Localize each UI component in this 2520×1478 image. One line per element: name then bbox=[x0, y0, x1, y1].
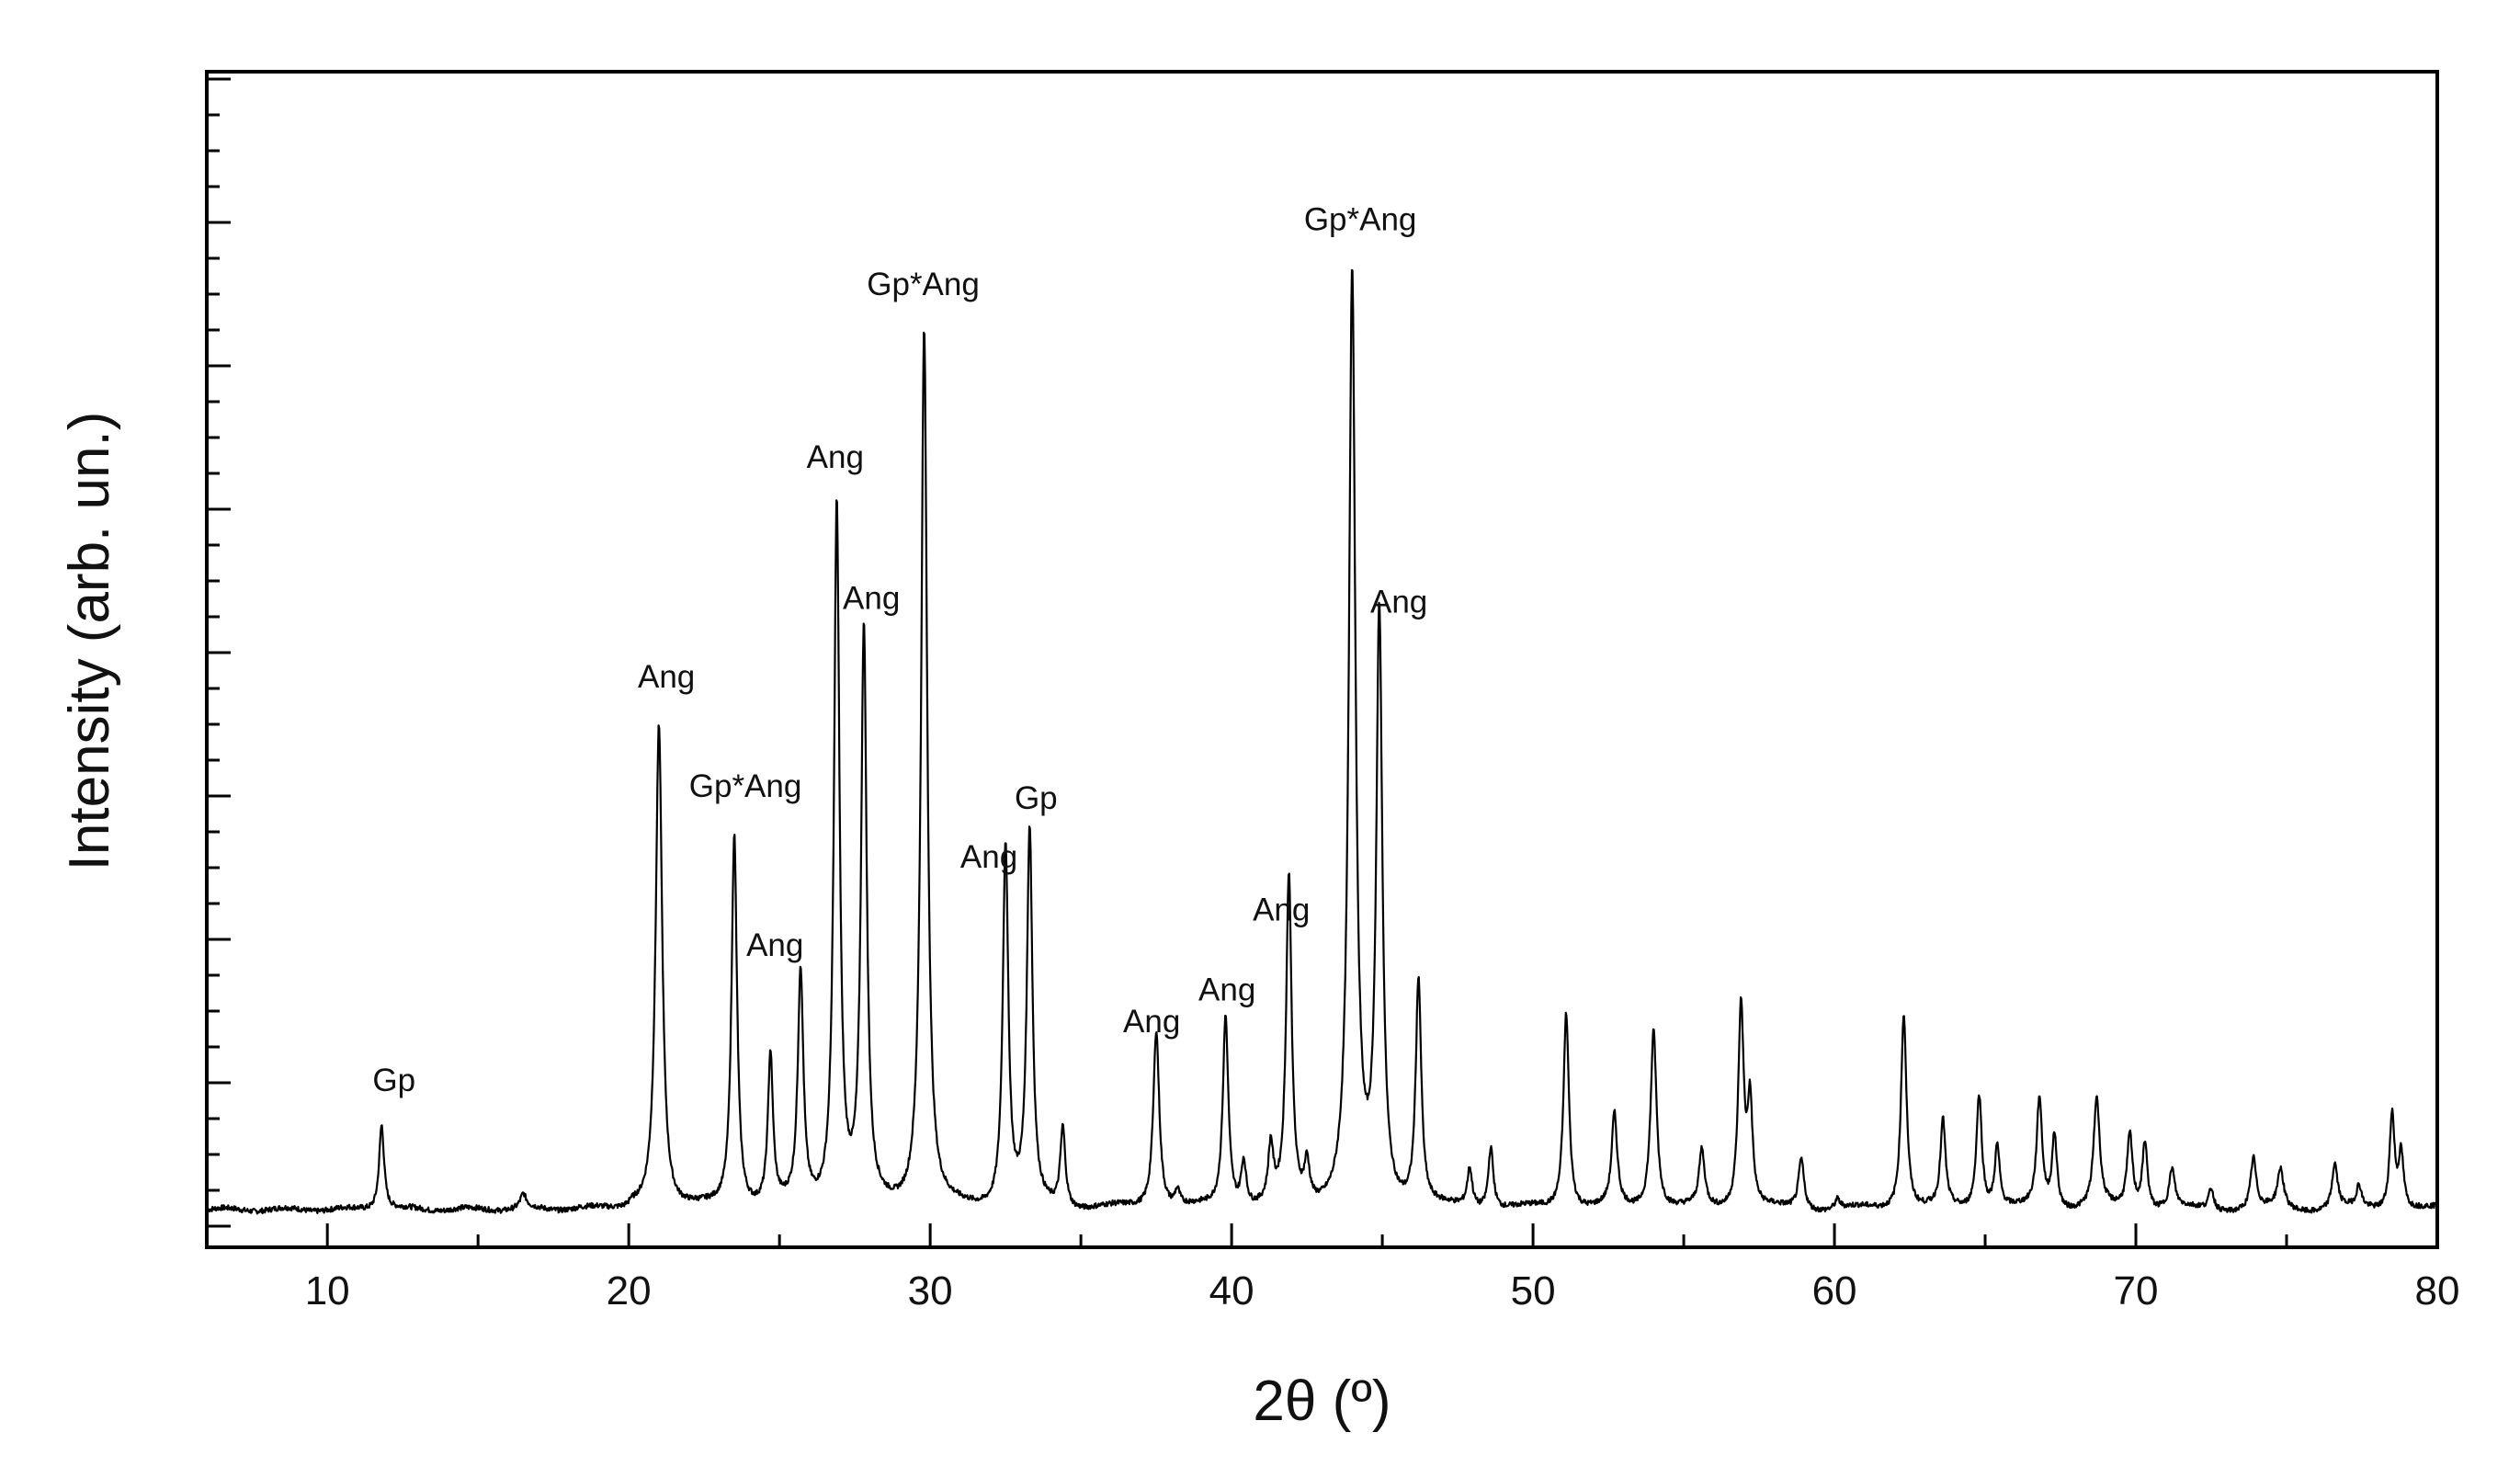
x-tick-label: 30 bbox=[908, 1268, 953, 1313]
y-axis-ticks bbox=[207, 77, 231, 1228]
x-tick-label: 50 bbox=[1511, 1268, 1556, 1313]
x-axis-tick-labels: 10 20 30 40 50 60 70 80 bbox=[305, 1268, 2460, 1313]
plot-frame bbox=[205, 70, 2439, 1249]
x-tick-label: 40 bbox=[1209, 1268, 1254, 1313]
peak-label: Ang bbox=[1253, 892, 1310, 927]
peak-label: Ang bbox=[638, 659, 695, 695]
peak-label: Gp bbox=[372, 1063, 415, 1098]
x-axis-label: 2θ (º) bbox=[1253, 1370, 1391, 1433]
x-tick-label: 70 bbox=[2114, 1268, 2159, 1313]
peak-label: Gp*Ang bbox=[867, 267, 980, 302]
peak-label: Ang bbox=[746, 927, 803, 963]
x-tick-label: 10 bbox=[305, 1268, 350, 1313]
peak-label: Gp bbox=[1015, 780, 1058, 816]
peak-label: Ang bbox=[843, 581, 900, 617]
x-tick-label: 20 bbox=[607, 1268, 652, 1313]
peak-label: Gp*Ang bbox=[1304, 202, 1417, 238]
x-tick-label: 80 bbox=[2415, 1268, 2460, 1313]
series-line-0 bbox=[207, 268, 2436, 1215]
peak-label: Ang bbox=[807, 439, 864, 475]
x-tick-label: 60 bbox=[1812, 1268, 1857, 1313]
peak-label: Ang bbox=[960, 839, 1017, 875]
y-axis-label: Intensity (arb. un.) bbox=[58, 412, 121, 871]
peak-annotations: Gp Ang Gp*Ang Ang Ang Ang Gp*Ang Ang Gp Ang Ang Ang… bbox=[372, 202, 1427, 1098]
peak-label: Ang bbox=[1370, 584, 1427, 620]
peak-label: Ang bbox=[1123, 1004, 1180, 1040]
series-layer bbox=[207, 268, 2436, 1215]
x-axis-ticks bbox=[325, 1223, 2439, 1247]
peak-label: Gp*Ang bbox=[689, 768, 802, 804]
peak-label: Ang bbox=[1198, 972, 1255, 1007]
